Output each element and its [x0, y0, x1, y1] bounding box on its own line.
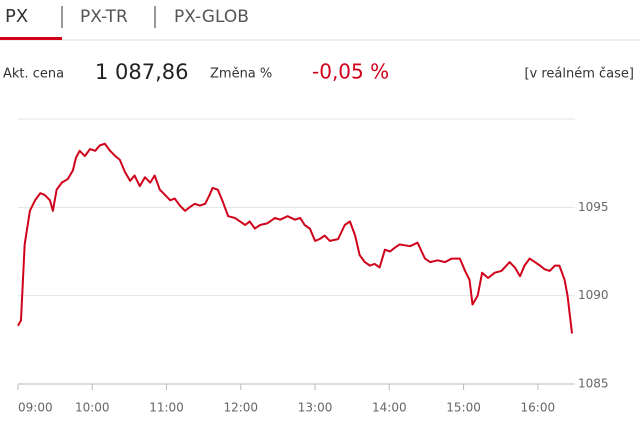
tab[interactable]: PX — [5, 6, 28, 27]
tab[interactable]: PX-TR — [80, 7, 128, 27]
active-tab-indicator — [0, 37, 62, 40]
x-tick-label: 15:00 — [446, 401, 481, 415]
realtime-link[interactable]: [v reálném čase] — [524, 67, 634, 82]
x-tick-label: 09:00 — [18, 401, 53, 415]
price-line — [17, 142, 573, 334]
price: 1 087,86 — [95, 60, 189, 84]
x-tick-label: 10:00 — [75, 401, 110, 415]
x-tick-label: 14:00 — [372, 401, 407, 415]
change: -0,05 % — [312, 60, 389, 84]
x-tick-label: 12:00 — [223, 401, 258, 415]
price-label: Akt. cena — [3, 67, 64, 82]
y-tick-label: 1090 — [578, 288, 609, 302]
y-tick-label: 1085 — [578, 377, 609, 391]
x-tick-label: 11:00 — [149, 401, 184, 415]
x-tick-label: 16:00 — [521, 401, 556, 415]
x-tick-label: 13:00 — [298, 401, 333, 415]
tab[interactable]: PX-GLOB — [174, 7, 249, 27]
y-tick-label: 1095 — [578, 200, 609, 214]
change-label: Změna % — [210, 67, 272, 82]
